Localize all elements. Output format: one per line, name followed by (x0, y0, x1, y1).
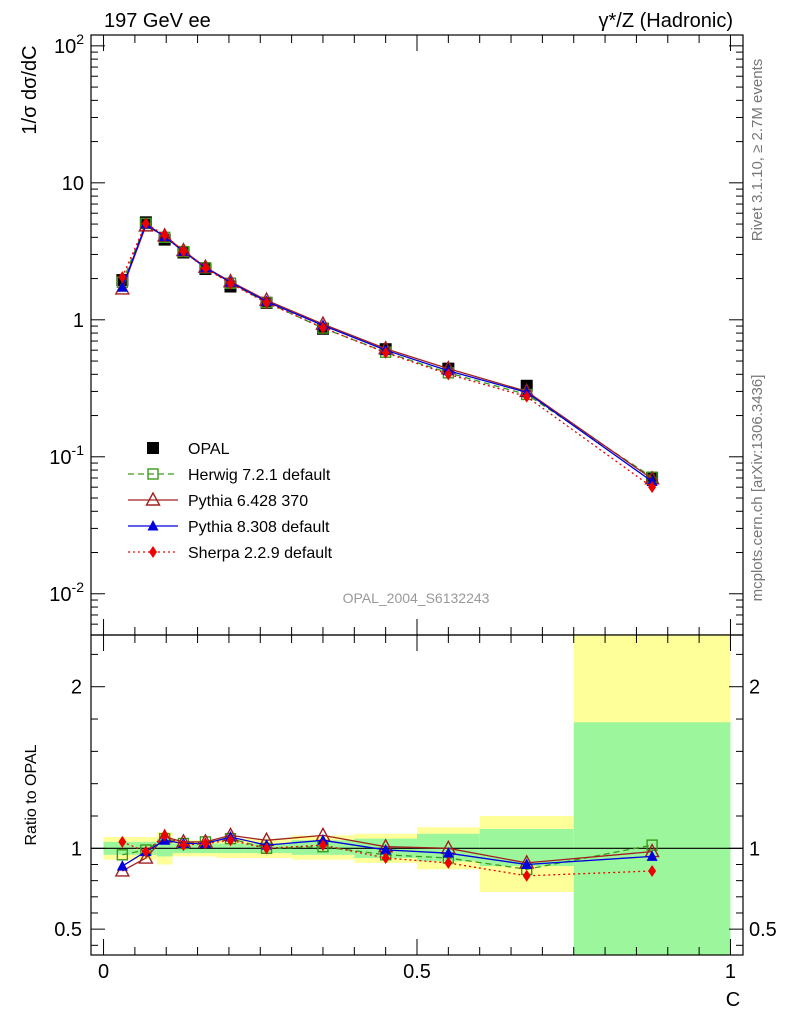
x-tick-label: 1 (725, 961, 736, 983)
ratio-point-pythia-8-308-default (442, 847, 454, 858)
main-y-ticks: 10-2 10-1 1 10 102 (49, 31, 743, 636)
legend: OPAL Herwig 7.2.1 default Pythia 6.428 370… (128, 441, 333, 562)
legend-marker (147, 520, 159, 531)
x-axis-label: C (726, 989, 740, 1011)
ratio-y-tick-label-left: 0.5 (54, 919, 82, 941)
main-line-sherpa-2-2-9-default (121, 222, 653, 488)
ratio-point-sherpa-2-2-9-default (141, 845, 150, 858)
process-label: 197 GeV ee (104, 10, 211, 32)
ratio-point-pythia-8-308-default (380, 843, 392, 855)
band-inner (573, 722, 731, 955)
legend-marker (147, 442, 159, 454)
main-y-tick-label: 102 (54, 31, 84, 58)
ratio-point-sherpa-2-2-9-default (522, 869, 531, 882)
mcplots-credit: mcplots.cern.ch [arXiv:1306.3436] (749, 375, 766, 602)
ratio-y-tick-label-right: 1 (749, 838, 760, 860)
ratio-point-sherpa-2-2-9-default (648, 864, 657, 877)
main-panel: 1/σ dσ/dC 10-2 10-1 1 10 102 OPAL_2004_S6132… (19, 31, 744, 636)
main-point-sherpa-2-2-9-default (444, 368, 453, 381)
ratio-point-pythia-8-308-default (116, 860, 128, 871)
main-y-tick-label: 1 (73, 310, 84, 332)
ratio-point-sherpa-2-2-9-default (318, 839, 327, 852)
ratio-point-herwig-7-2-1-default (646, 839, 658, 851)
ratio-point-pythia-6-428-370 (138, 849, 154, 864)
legend-marker (147, 468, 159, 480)
ratio-point-sherpa-2-2-9-default (201, 837, 210, 850)
ratio-ylabel: Ratio to OPAL (23, 744, 40, 845)
main-point-sherpa-2-2-9-default (118, 271, 127, 284)
main-point-sherpa-2-2-9-default (318, 321, 327, 334)
legend-label: Pythia 8.308 default (188, 519, 330, 536)
ratio-point-pythia-8-308-default (521, 858, 533, 869)
ratio-line-sherpa-2-2-9-default (122, 834, 653, 877)
main-point-sherpa-2-2-9-default (141, 217, 150, 230)
main-point-sherpa-2-2-9-default (262, 296, 271, 309)
ratio-point-pythia-8-308-default (646, 850, 658, 861)
legend-label: OPAL (188, 441, 230, 458)
ratio-point-sherpa-2-2-9-default (160, 829, 169, 842)
x-ticks: 0 0.5 1 (98, 35, 736, 983)
rivet-info: Rivet 3.1.10, ≥ 2.7M events (749, 59, 766, 242)
legend-label: Herwig 7.2.1 default (188, 467, 331, 484)
main-point-sherpa-2-2-9-default (201, 262, 210, 275)
uncertainty-bands (103, 635, 731, 955)
x-tick-label: 0 (98, 961, 109, 983)
ratio-point-sherpa-2-2-9-default (179, 839, 188, 852)
main-point-pythia-8-308-default (646, 475, 658, 487)
main-ylabel: 1/σ dσ/dC (19, 45, 41, 134)
ratio-point-sherpa-2-2-9-default (262, 842, 271, 855)
main-y-tick-label: 10-1 (49, 442, 84, 469)
ratio-point-sherpa-2-2-9-default (444, 856, 453, 869)
main-point-pythia-8-308-default (116, 281, 128, 292)
main-y-tick-label: 10-2 (49, 579, 84, 606)
analysis-label: OPAL_2004_S6132243 (343, 590, 490, 606)
main-point-sherpa-2-2-9-default (648, 481, 657, 494)
ratio-y-tick-label-right: 0.5 (749, 919, 777, 941)
main-point-sherpa-2-2-9-default (381, 346, 390, 359)
ratio-point-herwig-7-2-1-default (116, 849, 129, 861)
main-point-sherpa-2-2-9-default (226, 277, 235, 290)
legend-marker (149, 546, 157, 558)
ratio-y-tick-label-left: 2 (71, 677, 82, 699)
legend-marker (145, 491, 161, 506)
main-point-sherpa-2-2-9-default (160, 229, 169, 242)
legend-label: Sherpa 2.2.9 default (188, 545, 333, 562)
x-tick-label: 0.5 (403, 961, 431, 983)
ratio-point-sherpa-2-2-9-default (118, 835, 127, 848)
ratio-y-tick-label-right: 2 (749, 677, 760, 699)
ratio-point-sherpa-2-2-9-default (381, 852, 390, 865)
ratio-point-sherpa-2-2-9-default (226, 834, 235, 847)
main-point-sherpa-2-2-9-default (522, 390, 531, 403)
channel-label: γ*/Z (Hadronic) (599, 10, 733, 32)
main-point-sherpa-2-2-9-default (179, 245, 188, 258)
ratio-y-tick-label-left: 1 (71, 838, 82, 860)
main-y-tick-label: 10 (62, 173, 84, 195)
ratio-y-ticks: 0.5 0.5 1 1 2 2 (54, 653, 777, 946)
legend-label: Pythia 6.428 370 (188, 493, 308, 510)
ratio-panel: Ratio to OPAL 0.5 0.51 12 2 0 0.5 1 C (23, 35, 777, 1011)
